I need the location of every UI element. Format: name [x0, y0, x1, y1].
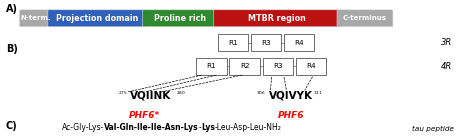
Text: MTBR region: MTBR region — [248, 14, 306, 23]
FancyBboxPatch shape — [296, 58, 326, 75]
Text: A): A) — [6, 4, 18, 14]
Text: R3: R3 — [273, 63, 283, 69]
Text: Ac-Gly-Lys-: Ac-Gly-Lys- — [62, 124, 104, 132]
FancyBboxPatch shape — [337, 10, 393, 27]
Text: Projection domain: Projection domain — [56, 14, 138, 23]
Text: C): C) — [6, 121, 18, 131]
FancyBboxPatch shape — [263, 58, 293, 75]
Text: N-term.: N-term. — [20, 15, 51, 21]
FancyBboxPatch shape — [143, 10, 218, 27]
FancyBboxPatch shape — [19, 10, 52, 27]
Text: tau peptide: tau peptide — [412, 126, 455, 132]
FancyBboxPatch shape — [284, 34, 314, 51]
Text: PHF6: PHF6 — [278, 111, 305, 120]
FancyBboxPatch shape — [48, 10, 146, 27]
Text: -: - — [199, 124, 201, 132]
Text: Val-Gln-Ile-Ile-Asn-Lys: Val-Gln-Ile-Ile-Asn-Lys — [104, 124, 199, 132]
FancyBboxPatch shape — [251, 34, 281, 51]
Text: B): B) — [6, 44, 18, 54]
Text: VQIINK: VQIINK — [130, 91, 172, 101]
Text: $^{275}$: $^{275}$ — [118, 91, 128, 96]
FancyBboxPatch shape — [229, 58, 260, 75]
Text: $^{311}$: $^{311}$ — [313, 91, 323, 96]
Text: $^{306}$: $^{306}$ — [256, 91, 266, 96]
Text: R1: R1 — [207, 63, 216, 69]
Text: Lys: Lys — [201, 124, 215, 132]
Text: R2: R2 — [240, 63, 249, 69]
Text: C-terminus: C-terminus — [343, 15, 387, 21]
Text: R1: R1 — [228, 40, 237, 46]
Text: R3: R3 — [261, 40, 271, 46]
Text: R4: R4 — [306, 63, 316, 69]
FancyBboxPatch shape — [214, 10, 341, 27]
Text: -Leu-Asp-Leu-NH₂: -Leu-Asp-Leu-NH₂ — [215, 124, 282, 132]
Text: R4: R4 — [294, 40, 304, 46]
FancyBboxPatch shape — [218, 34, 248, 51]
Text: 3R: 3R — [441, 38, 452, 47]
Text: Proline rich: Proline rich — [154, 14, 206, 23]
Text: VQIVYK: VQIVYK — [269, 91, 313, 101]
Text: $^{280}$: $^{280}$ — [176, 91, 186, 96]
Text: 4R: 4R — [441, 62, 452, 71]
Text: PHF6*: PHF6* — [129, 111, 160, 120]
FancyBboxPatch shape — [196, 58, 227, 75]
